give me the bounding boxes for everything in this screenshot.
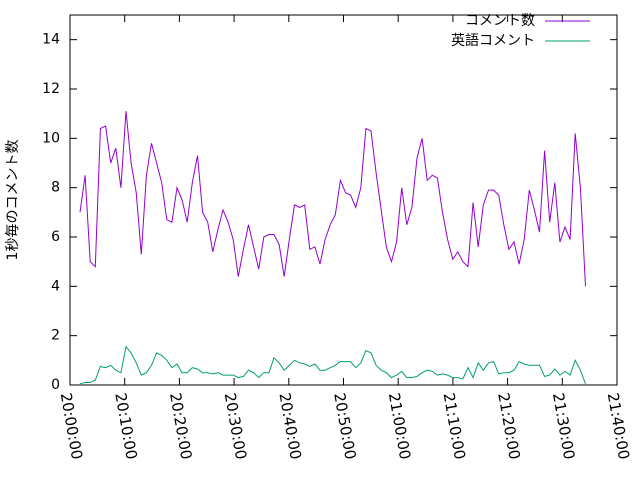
series-line <box>79 345 586 385</box>
y-tick-label: 0 <box>51 377 60 393</box>
x-tick-label: 20:20:00 <box>166 391 195 460</box>
x-tick-label: 21:10:00 <box>440 391 469 460</box>
x-tick-label: 21:00:00 <box>385 391 414 460</box>
x-tick-label: 21:40:00 <box>604 391 633 460</box>
x-tick-label: 20:10:00 <box>111 391 140 460</box>
x-tick-label: 20:30:00 <box>221 391 250 460</box>
y-tick-label: 12 <box>42 81 60 97</box>
x-tick-label: 20:50:00 <box>330 391 359 460</box>
legend-label: コメント数 <box>465 13 535 29</box>
y-tick-label: 2 <box>51 328 60 344</box>
plot-border <box>69 14 618 386</box>
x-tick-label: 20:40:00 <box>275 391 304 460</box>
y-tick-label: 4 <box>51 278 60 294</box>
y-tick-label: 14 <box>42 32 60 48</box>
y-axis-label: 1秒毎のコメント数 <box>5 140 21 261</box>
y-tick-label: 8 <box>51 180 60 196</box>
legend-label: 英語コメント <box>451 32 535 49</box>
y-tick-label: 6 <box>51 229 60 245</box>
y-tick-label: 10 <box>42 130 60 146</box>
x-tick-label: 21:20:00 <box>494 391 523 460</box>
x-tick-label: 20:00:00 <box>57 391 86 460</box>
x-tick-label: 21:30:00 <box>549 391 578 460</box>
series-line <box>79 111 586 287</box>
